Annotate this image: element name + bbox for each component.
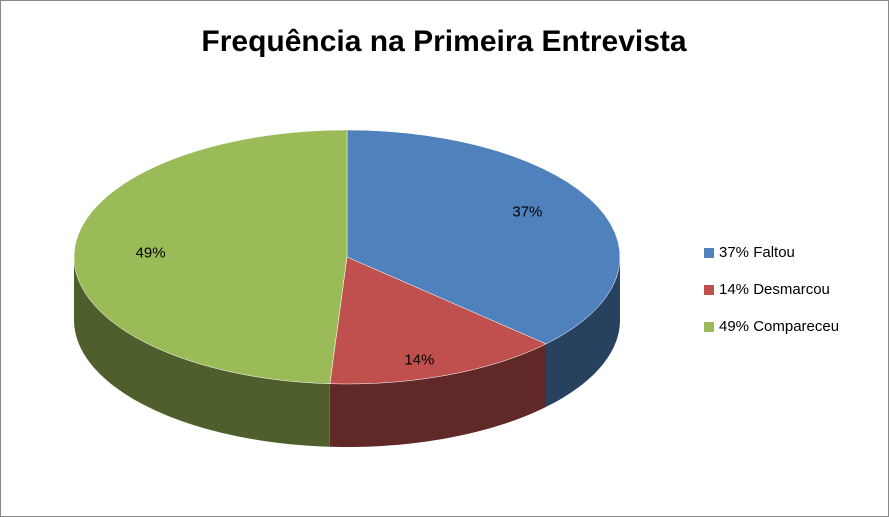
legend-label: 37% Faltou [719,244,795,261]
slice-side [546,257,620,407]
slice [73,129,348,385]
slice [329,256,547,385]
legend-label: 49% Compareceu [719,318,839,335]
data-label: 49% [136,244,166,261]
chart-title: Frequência na Primeira Entrevista [201,25,687,58]
slice-side [74,257,330,447]
data-label: 14% [404,352,434,369]
legend-swatch [704,322,714,332]
data-label: 37% [512,204,542,221]
slice [346,129,621,345]
slice-side [329,343,547,447]
legend-swatch [704,285,714,295]
legend-label: 14% Desmarcou [719,281,830,298]
legend-swatch [704,248,714,258]
